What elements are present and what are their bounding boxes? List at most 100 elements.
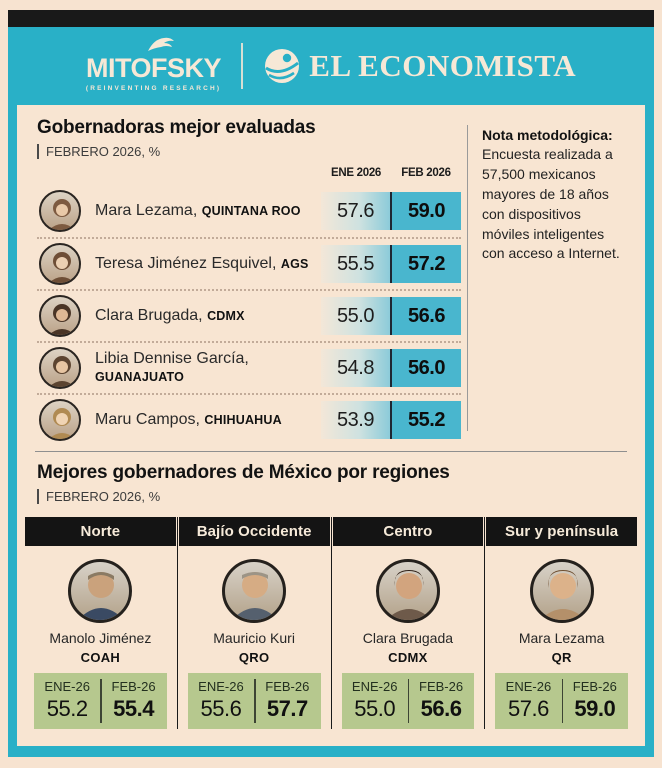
feb-value: 57.7 — [266, 696, 308, 721]
el-economista-globe-icon — [265, 49, 300, 83]
top-black-bar — [8, 10, 654, 27]
value-cell: 55.5 57.2 — [321, 245, 461, 283]
region-card-sur-y-peninsula: Sur y península Mara Lezama QR ENE-26 FE… — [484, 517, 638, 729]
col-header-feb: FEB-26 — [111, 679, 156, 694]
ene-value: 57.6 — [321, 192, 390, 230]
avatar-photo — [39, 295, 81, 337]
avatar-photo — [222, 559, 287, 623]
region-name: Sur y península — [486, 517, 637, 546]
value-cell: 53.9 55.2 — [321, 401, 461, 439]
feb-value: 56.6 — [390, 297, 461, 335]
governor-name: Clara Brugada — [362, 630, 454, 646]
governor-state: QUINTANA ROO — [201, 204, 301, 218]
governor-state: CDMX — [207, 309, 245, 323]
mitofsky-tagline: (REINVENTING RESEARCH) — [85, 84, 222, 92]
masthead-divider — [241, 43, 244, 89]
value-cell: 55.0 56.6 — [321, 297, 461, 335]
governor-name: Clara Brugada, — [95, 307, 203, 324]
governor-name: Maru Campos, — [95, 411, 200, 428]
avatar-photo — [68, 559, 133, 623]
ene-value: 57.6 — [508, 696, 549, 721]
note-title: Nota metodológica: — [482, 127, 613, 143]
col-header-ene: ENE-26 — [198, 679, 244, 694]
score-box: ENE-26 FEB-26 55.0 56.6 — [341, 673, 475, 729]
feb-value: 55.2 — [390, 401, 461, 439]
el-economista-logo: EL ECONOMISTA — [263, 47, 576, 85]
governor-state: GUANAJUATO — [95, 370, 185, 384]
governor-label: Teresa Jiménez Esquivel, AGS — [81, 255, 321, 273]
governor-name: Mauricio Kuri — [213, 630, 295, 646]
col-header-ene: ENE-26 — [351, 679, 398, 694]
governor-rows: Mara Lezama, QUINTANA ROO 57.6 59.0 Teres… — [37, 185, 461, 445]
col-header-ene: ENE-26 — [44, 679, 90, 694]
governor-state: QRO — [238, 650, 270, 665]
table-row: Clara Brugada, CDMX 55.0 56.6 — [37, 289, 461, 341]
ene-value: 55.0 — [354, 696, 396, 721]
region-name: Centro — [332, 517, 484, 546]
avatar-photo — [39, 243, 81, 285]
region-card-norte: Norte Manolo Jiménez COAH ENE-26 FEB-26 … — [24, 517, 177, 729]
governor-name: Mara Lezama, — [95, 202, 198, 219]
region-card-centro: Centro Clara Brugada CDMX ENE-26 FEB-26 … — [330, 517, 485, 729]
mitofsky-wordmark: MITOFSKY — [86, 52, 222, 83]
col-header-feb: FEB-26 — [572, 679, 617, 694]
section2-subtitle: FEBRERO 2026, % — [37, 489, 625, 504]
feb-value: 56.0 — [390, 349, 461, 387]
avatar-photo — [529, 559, 594, 623]
col-header-ene: ENE-26 — [505, 679, 552, 694]
ene-value: 55.2 — [46, 696, 88, 721]
avatar-photo — [39, 399, 81, 441]
feb-value: 59.0 — [574, 696, 616, 721]
governor-state: CHIHUAHUA — [204, 413, 282, 427]
col-header-ene: ENE 2026 — [330, 167, 382, 179]
governor-label: Clara Brugada, CDMX — [81, 307, 321, 325]
content-area: Gobernadoras mejor evaluadas FEBRERO 202… — [17, 105, 645, 746]
governor-name: Mara Lezama — [518, 630, 605, 646]
region-card-bajio-occidente: Bajío Occidente Mauricio Kuri QRO ENE-26… — [176, 517, 331, 729]
col-header-feb: FEB 2026 — [401, 167, 451, 179]
governor-state: COAH — [80, 650, 121, 665]
score-box: ENE-26 FEB-26 57.6 59.0 — [495, 673, 628, 729]
section-divider — [35, 451, 627, 452]
region-name: Bajío Occidente — [178, 517, 330, 546]
governor-label: Mara Lezama, QUINTANA ROO — [81, 202, 321, 220]
col-header-feb: FEB-26 — [419, 679, 464, 694]
governor-state: CDMX — [388, 650, 428, 665]
avatar-photo — [39, 190, 81, 232]
el-economista-wordmark: EL ECONOMISTA — [309, 48, 577, 83]
governor-label: Libia Dennise García, GUANAJUATO — [81, 350, 321, 386]
value-cell: 54.8 56.0 — [321, 349, 461, 387]
governor-name: Libia Dennise García, — [95, 350, 249, 367]
section1-title: Gobernadoras mejor evaluadas — [37, 117, 316, 138]
masthead: MITOFSKY (REINVENTING RESEARCH) EL ECONO… — [8, 27, 654, 105]
governor-state: QR — [551, 650, 572, 665]
ene-value: 55.0 — [321, 297, 390, 335]
regions-grid: Norte Manolo Jiménez COAH ENE-26 FEB-26 … — [24, 517, 638, 729]
governor-state: AGS — [280, 257, 309, 271]
section2-title: Mejores gobernadores de México por regio… — [37, 462, 450, 483]
feb-value: 56.6 — [420, 696, 462, 721]
col-header-feb: FEB-26 — [265, 679, 310, 694]
table-row: Teresa Jiménez Esquivel, AGS 55.5 57.2 — [37, 237, 461, 289]
teal-frame: MITOFSKY (REINVENTING RESEARCH) EL ECONO… — [8, 10, 654, 757]
note-body: Encuesta realizada a 57,500 mexicanos ma… — [482, 146, 620, 262]
ene-value: 55.6 — [200, 696, 242, 721]
feb-value: 57.2 — [390, 245, 461, 283]
feb-value: 59.0 — [390, 192, 461, 230]
avatar-photo — [39, 347, 81, 389]
score-box: ENE-26 FEB-26 55.2 55.4 — [34, 673, 167, 729]
score-box: ENE-26 FEB-26 55.6 57.7 — [187, 673, 321, 729]
ene-value: 53.9 — [321, 401, 390, 439]
ene-value: 55.5 — [321, 245, 390, 283]
table-row: Mara Lezama, QUINTANA ROO 57.6 59.0 — [37, 185, 461, 237]
governor-name: Teresa Jiménez Esquivel, — [95, 255, 277, 272]
governor-name: Manolo Jiménez — [49, 630, 152, 646]
feb-value: 55.4 — [113, 696, 154, 721]
value-cell: 57.6 59.0 — [321, 192, 461, 230]
methodology-note: Nota metodológica: Encuesta realizada a … — [467, 125, 625, 431]
gobernadoras-table: Gobernadoras mejor evaluadas FEBRERO 202… — [37, 117, 467, 445]
mitofsky-bird-icon — [147, 37, 174, 51]
section1-subtitle: FEBRERO 2026, % — [37, 144, 461, 159]
table-row: Maru Campos, CHIHUAHUA 53.9 55.2 — [37, 393, 461, 445]
